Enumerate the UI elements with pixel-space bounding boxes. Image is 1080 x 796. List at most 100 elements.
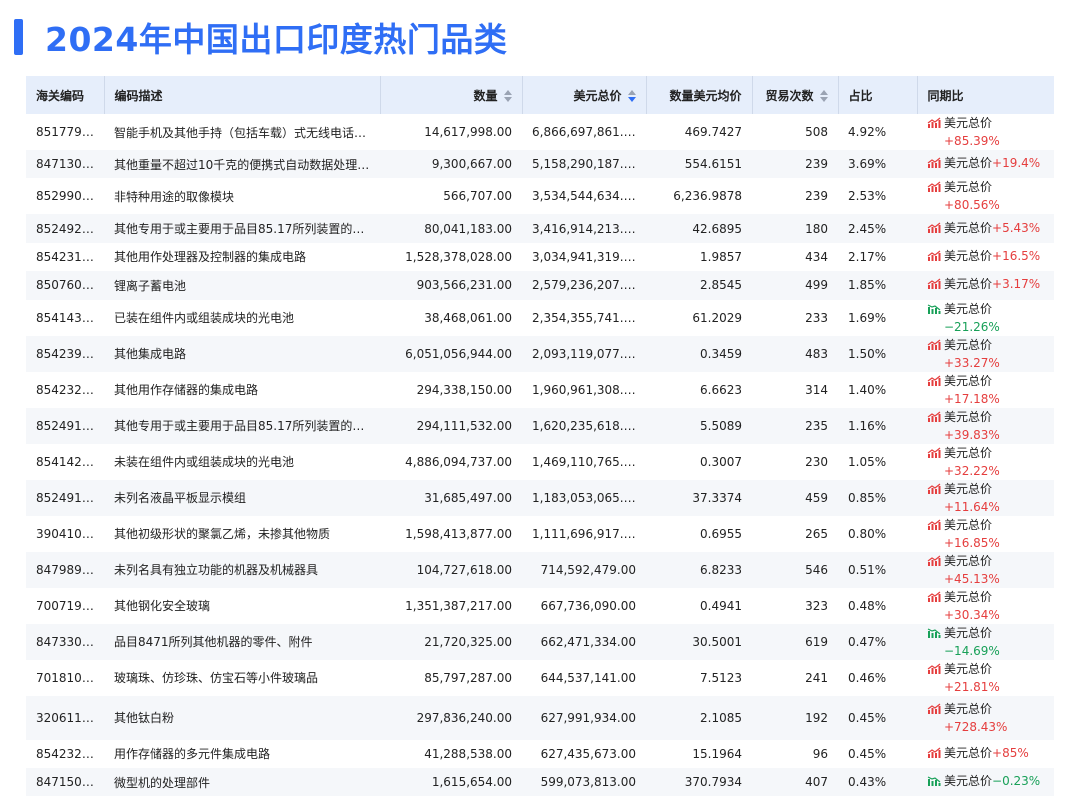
cell-share: 0.85% — [838, 479, 917, 516]
table-row[interactable]: 85177930 智能手机及其他手持（包括车载）式无线电话机... 14,617,9… — [26, 114, 1054, 150]
table-row[interactable]: 85076000 锂离子蓄电池 903,566,231.00 2,579,236,20… — [26, 271, 1054, 300]
table-row[interactable]: 85249190 未列名液晶平板显示模组 31,685,497.00 1,183,05… — [26, 479, 1054, 516]
cell-desc: 其他专用于或主要用于品目85.17所列装置的有... — [104, 214, 380, 243]
cell-share: 1.85% — [838, 271, 917, 300]
trend-down-icon — [927, 302, 941, 320]
cell-share: 3.69% — [838, 150, 917, 179]
cell-usd: 714,592,479.00 — [522, 551, 646, 588]
cell-usd: 627,435,673.00 — [540, 746, 636, 761]
trend-up-icon — [927, 482, 941, 500]
trend-up-icon — [927, 446, 941, 464]
yoy-value: −0.23% — [992, 774, 1041, 789]
table-row[interactable]: 85414200 未装在组件内或组装成块的光电池 4,886,094,737.00 1… — [26, 444, 1054, 480]
cell-avg: 15.1964 — [692, 746, 742, 761]
cell-qty: 41,288,538.00 — [424, 746, 512, 761]
trend-up-icon — [927, 180, 941, 198]
cell-trades: 434 — [805, 249, 828, 264]
cell-trades: 619 — [752, 623, 838, 660]
cell-yoy: 美元总价 +80.56% — [917, 178, 1054, 214]
cell-trades: 233 — [805, 310, 828, 325]
table-row[interactable]: 84798999 未列名具有独立功能的机器及机械器具 104,727,618.00 7… — [26, 551, 1054, 588]
table-row[interactable]: 85423210 用作存储器的多元件集成电路 41,288,538.00 627,43… — [26, 740, 1054, 768]
cell-share: 1.50% — [838, 335, 917, 372]
yoy-value: +16.85% — [944, 535, 1000, 550]
yoy-label: 美元总价 — [944, 553, 993, 568]
trend-down-icon — [927, 626, 941, 644]
cell-qty: 104,727,618.00 — [380, 551, 522, 588]
title-accent-bar — [14, 19, 23, 55]
cell-usd: 599,073,813.00 — [522, 767, 646, 796]
sort-desc-icon[interactable] — [627, 90, 636, 102]
cell-share: 0.43% — [838, 767, 917, 796]
cell-trades: 508 — [805, 125, 828, 139]
cell-code: 39041090 — [36, 526, 98, 541]
table-row[interactable]: 32061119 其他钛白粉 297,836,240.00 627,991,934.0… — [26, 695, 1054, 740]
cell-yoy: 美元总价+16.5% — [917, 243, 1054, 271]
cell-usd: 667,736,090.00 — [540, 598, 636, 613]
cell-code: 85249210 — [26, 214, 104, 243]
cell-yoy: 美元总价+19.4% — [917, 150, 1054, 179]
cell-code: 84733090 — [26, 623, 104, 660]
yoy-label: 美元总价 — [944, 180, 993, 195]
table-row[interactable]: 85414300 已装在组件内或组装成块的光电池 38,468,061.00 2,35… — [26, 300, 1054, 336]
cell-desc: 已装在组件内或组装成块的光电池 — [114, 311, 295, 326]
yoy-label: 美元总价 — [944, 701, 993, 716]
yoy-value: +5.43% — [992, 220, 1041, 235]
table-row[interactable]: 85249110 其他专用于或主要用于品目85.17所列装置的液... 294,11… — [26, 407, 1054, 444]
cell-trades: 241 — [805, 670, 828, 685]
cell-share: 1.40% — [848, 382, 887, 397]
cell-avg: 7.5123 — [700, 670, 742, 685]
yoy-label: 美元总价 — [944, 517, 993, 532]
cell-qty: 294,338,150.00 — [416, 382, 512, 397]
cell-avg: 61.2029 — [692, 310, 742, 325]
sort-icon[interactable] — [503, 90, 512, 102]
trend-up-icon — [927, 374, 941, 392]
cell-usd: 2,579,236,207.00 — [522, 271, 646, 300]
cell-code: 85299042 — [36, 189, 98, 204]
col-header-usd[interactable]: 美元总价 — [522, 76, 647, 114]
table-row[interactable]: 70181000 玻璃珠、仿珍珠、仿宝石等小件玻璃品 85,797,287.00 64… — [26, 660, 1054, 696]
table-row[interactable]: 85299042 非特种用途的取像模块 566,707.00 3,534,544,63… — [26, 178, 1054, 214]
cell-yoy: 美元总价+5.43% — [917, 214, 1054, 243]
table-row[interactable]: 39041090 其他初级形状的聚氯乙烯，未掺其他物质 1,598,413,877.… — [26, 516, 1054, 552]
trend-up-icon — [927, 221, 941, 239]
cell-trades: 407 — [752, 767, 838, 796]
cell-avg: 5.5089 — [646, 407, 752, 444]
cell-yoy: 美元总价 +11.64% — [917, 479, 1054, 516]
table-row[interactable]: 85423290 其他用作存储器的集成电路 294,338,150.00 1,960,… — [26, 372, 1054, 408]
trend-up-icon — [927, 590, 941, 608]
cell-share: 0.80% — [848, 526, 887, 541]
cell-desc: 用作存储器的多元件集成电路 — [114, 747, 271, 762]
cell-yoy: 美元总价−0.23% — [917, 767, 1054, 796]
cell-share: 1.05% — [848, 454, 887, 469]
cell-avg: 37.3374 — [646, 479, 752, 516]
cell-usd: 1,111,696,917.00 — [532, 526, 639, 541]
cell-desc: 品目8471所列其他机器的零件、附件 — [104, 623, 380, 660]
cell-usd: 1,620,235,618.00 — [522, 407, 646, 444]
cell-desc: 其他集成电路 — [104, 335, 380, 372]
sort-icon[interactable] — [819, 90, 828, 102]
yoy-value: −14.69% — [944, 643, 1000, 658]
table-row[interactable]: 84733090 品目8471所列其他机器的零件、附件 21,720,325.00 6… — [26, 623, 1054, 660]
cell-share: 0.48% — [848, 598, 887, 613]
cell-trades: 323 — [805, 598, 828, 613]
yoy-value: +32.22% — [944, 463, 1000, 478]
yoy-label: 美元总价 — [944, 625, 993, 640]
cell-trades: 230 — [805, 454, 828, 469]
cell-usd: 1,469,110,765.00 — [532, 454, 639, 469]
table-row[interactable]: 70071900 其他钢化安全玻璃 1,351,387,217.00 667,736,… — [26, 588, 1054, 624]
table-row[interactable]: 85249210 其他专用于或主要用于品目85.17所列装置的有... 80,041… — [26, 214, 1054, 243]
col-header-trades[interactable]: 贸易次数 — [752, 76, 839, 114]
table-row[interactable]: 84715040 微型机的处理部件 1,615,654.00 599,073,813.… — [26, 767, 1054, 796]
trend-up-icon — [927, 249, 941, 267]
table-row[interactable]: 85423990 其他集成电路 6,051,056,944.00 2,093,119,… — [26, 335, 1054, 372]
cell-qty: 31,685,497.00 — [380, 479, 522, 516]
cell-trades: 180 — [752, 214, 838, 243]
cell-trades: 239 — [805, 189, 828, 204]
col-header-yoy: 同期比 — [917, 76, 1054, 114]
table-row[interactable]: 85423190 其他用作处理器及控制器的集成电路 1,528,378,028.00… — [26, 243, 1054, 271]
cell-code: 85423290 — [36, 382, 98, 397]
table-row[interactable]: 84713090 其他重量不超过10千克的便携式自动数据处理设备 9,300,667… — [26, 150, 1054, 179]
col-header-qty[interactable]: 数量 — [380, 76, 523, 114]
cell-qty: 6,051,056,944.00 — [380, 335, 522, 372]
